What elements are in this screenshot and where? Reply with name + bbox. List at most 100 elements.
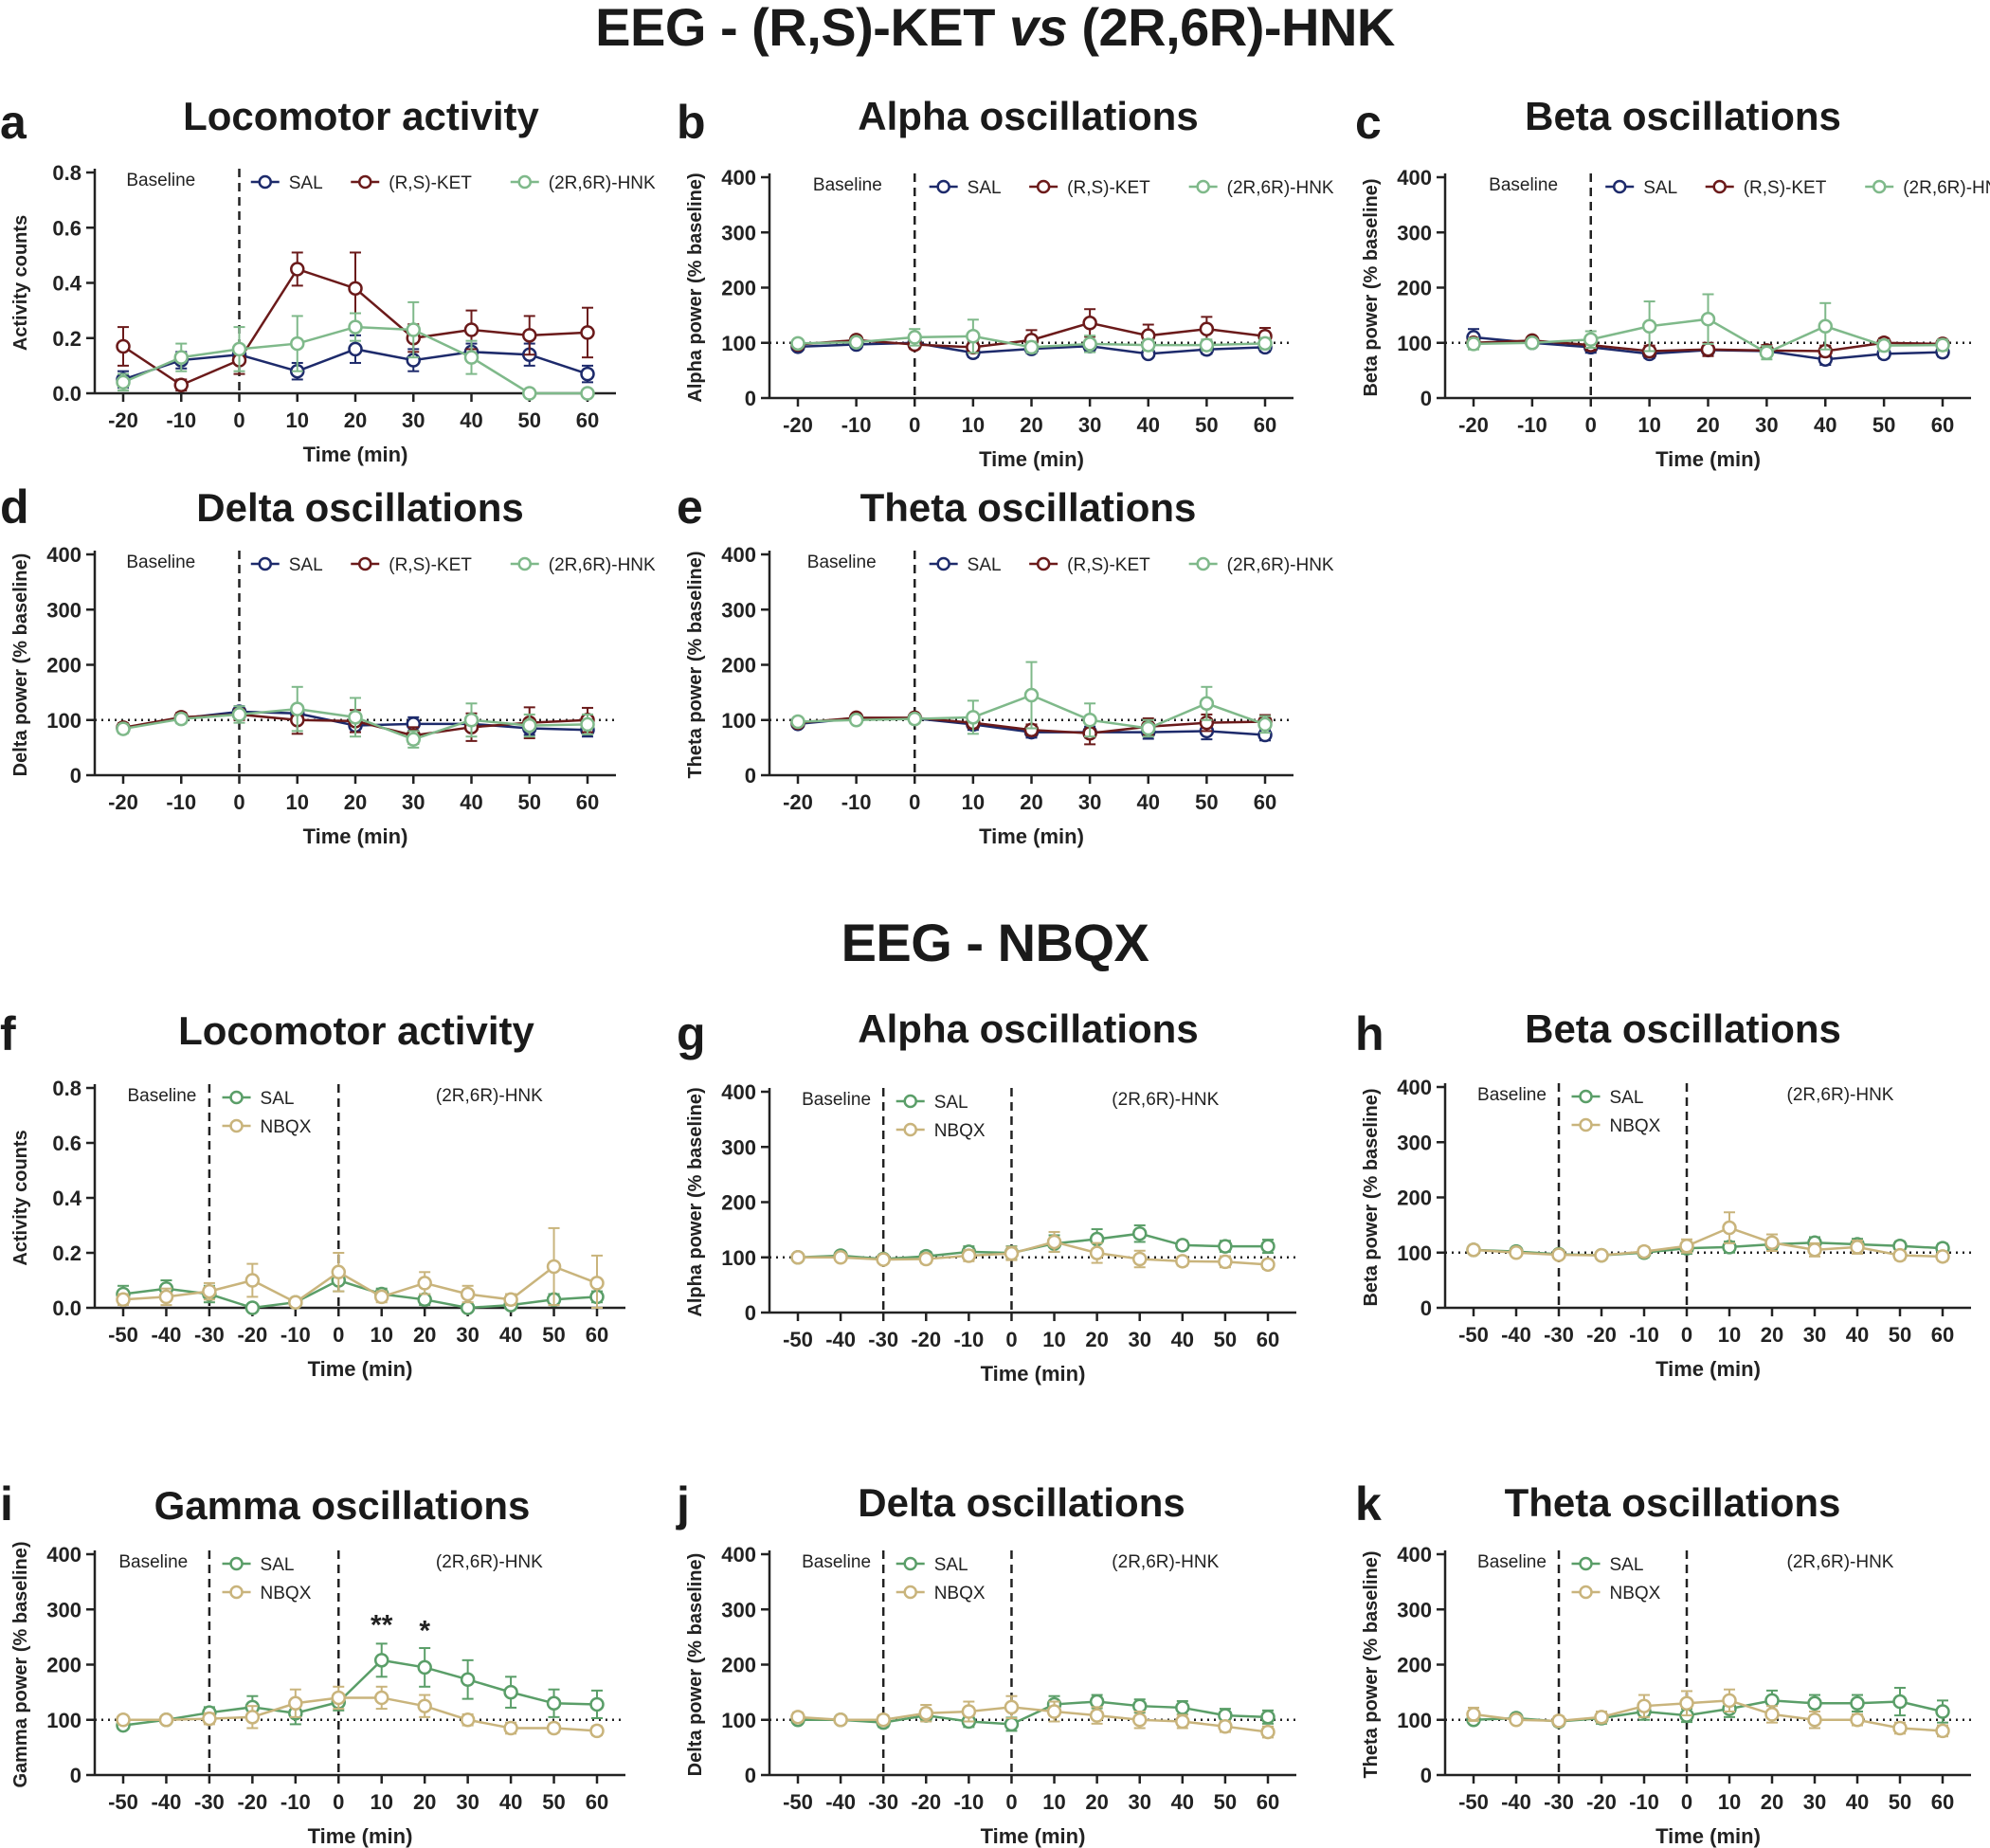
data-point <box>463 350 479 365</box>
data-point <box>1260 1257 1275 1273</box>
data-point <box>961 1704 977 1719</box>
legend-label: SAL <box>289 555 323 575</box>
data-point <box>288 1295 303 1310</box>
legend-marker <box>258 556 272 571</box>
data-point <box>460 1672 476 1687</box>
y-tick-label: 400 <box>721 1543 756 1567</box>
phase-label: Baseline <box>1477 1552 1547 1572</box>
series-nbqx <box>116 1226 605 1310</box>
data-point <box>202 1283 217 1299</box>
y-tick-label: 400 <box>721 543 756 567</box>
x-tick-label: 40 <box>1171 1328 1194 1351</box>
x-tick-label: -50 <box>1458 1323 1489 1347</box>
legend-marker <box>903 1094 917 1109</box>
x-tick-label: 40 <box>460 790 482 814</box>
x-tick-label: -40 <box>825 1790 856 1814</box>
legend-marker <box>258 174 272 190</box>
x-tick-label: 0 <box>1005 1790 1017 1814</box>
data-point <box>1260 1710 1275 1725</box>
legend-marker <box>229 1118 244 1133</box>
y-tick-label: 400 <box>46 543 81 567</box>
x-tick-label: -10 <box>1629 1323 1659 1347</box>
series-line <box>122 1658 598 1727</box>
x-tick-label: 60 <box>586 1323 608 1347</box>
panel-letter-f: f <box>0 1007 16 1060</box>
phase-label: (2R,6R)-HNK <box>1787 1552 1894 1572</box>
x-tick-label: 0 <box>233 408 244 432</box>
section-title-text: EEG - (R,S)-KET <box>595 0 1010 57</box>
data-point <box>1218 1254 1233 1270</box>
y-tick-label: 300 <box>721 1598 756 1622</box>
x-tick-label: 20 <box>1020 790 1042 814</box>
legend-label: SAL <box>968 555 1002 575</box>
data-point <box>348 341 363 357</box>
legend-marker <box>1579 1089 1593 1104</box>
panel-letter-k: k <box>1355 1477 1382 1531</box>
data-point <box>463 322 479 337</box>
y-tick-label: 100 <box>46 1709 81 1732</box>
x-tick-label: 10 <box>1637 413 1660 437</box>
y-tick-label: 100 <box>1397 332 1432 355</box>
x-tick-label: 50 <box>1214 1328 1237 1351</box>
y-tick-label: 0 <box>745 1301 756 1325</box>
chart-b: 0 100 200 300 400 -20 -10 0 10 20 30 40 50 60 Time (mi… <box>685 166 1334 471</box>
y-tick-label: 0 <box>1420 1764 1432 1787</box>
chart-f: 0.0 0.2 0.4 0.6 0.8 -50 -40 -30 -20 -10 0 10 20 30 40 5… <box>10 1077 625 1381</box>
x-tick-label: 60 <box>1931 1323 1954 1347</box>
data-point <box>244 1710 261 1725</box>
x-tick-label: 50 <box>1889 1323 1911 1347</box>
series-line <box>1473 1699 1944 1723</box>
legend-marker <box>517 174 532 190</box>
data-point <box>417 1659 432 1676</box>
legend-marker <box>903 1122 917 1137</box>
y-tick-label: 400 <box>1397 166 1432 190</box>
x-tick-label: 20 <box>1761 1323 1783 1347</box>
legend-label: (2R,6R)-HNK <box>1227 178 1334 198</box>
series-nbqx <box>116 1685 605 1739</box>
y-tick-label: 200 <box>721 1654 756 1677</box>
x-tick-label: -40 <box>1501 1790 1531 1814</box>
phase-label: Baseline <box>802 1090 871 1110</box>
series--r-s-ket <box>116 251 595 393</box>
x-tick-label: -20 <box>1458 413 1489 437</box>
series--2r-6r-hnk <box>1466 293 1950 361</box>
series-nbqx <box>790 1694 1275 1740</box>
y-tick-label: 100 <box>1397 1709 1432 1732</box>
y-tick-label: 300 <box>1397 1131 1432 1154</box>
x-tick-label: -20 <box>783 413 813 437</box>
data-point <box>1679 1239 1694 1254</box>
data-point <box>1131 1225 1148 1241</box>
y-axis-label: Alpha power (% baseline) <box>685 172 706 402</box>
legend-label: (2R,6R)-HNK <box>549 555 656 575</box>
data-point <box>907 330 922 345</box>
data-point <box>1637 1243 1652 1259</box>
legend-marker <box>358 556 372 571</box>
chart-i: 0 100 200 300 400 -50 -40 -30 -20 -10 0 10 20 30 40 50 6… <box>10 1541 625 1848</box>
x-tick-label: 40 <box>1137 790 1160 814</box>
data-point <box>1583 332 1599 348</box>
phase-label: Baseline <box>807 553 877 572</box>
data-point <box>1807 1712 1822 1728</box>
data-point <box>288 1695 303 1712</box>
data-point <box>1199 321 1215 336</box>
y-tick-label: 0.6 <box>52 216 81 240</box>
phase-label: Baseline <box>126 171 195 190</box>
data-point <box>1876 337 1891 353</box>
data-point <box>244 1273 261 1288</box>
data-point <box>503 1684 518 1700</box>
legend-label: (2R,6R)-HNK <box>1903 178 1990 198</box>
y-axis-label: Beta power (% baseline) <box>1361 1088 1382 1306</box>
legend-label: SAL <box>1610 1088 1644 1108</box>
x-tick-label: 0 <box>1681 1790 1692 1814</box>
x-axis-label: Time (min) <box>308 1357 413 1381</box>
data-point <box>1679 1695 1694 1712</box>
legend-label: (R,S)-KET <box>1744 178 1827 198</box>
x-tick-label: 20 <box>1761 1790 1783 1814</box>
series-line <box>1473 1699 1944 1732</box>
data-point <box>522 386 537 401</box>
x-tick-label: -40 <box>825 1328 856 1351</box>
y-tick-label: 0 <box>745 764 756 788</box>
data-point <box>1175 1238 1190 1253</box>
data-point <box>907 711 922 727</box>
data-point <box>406 732 421 747</box>
